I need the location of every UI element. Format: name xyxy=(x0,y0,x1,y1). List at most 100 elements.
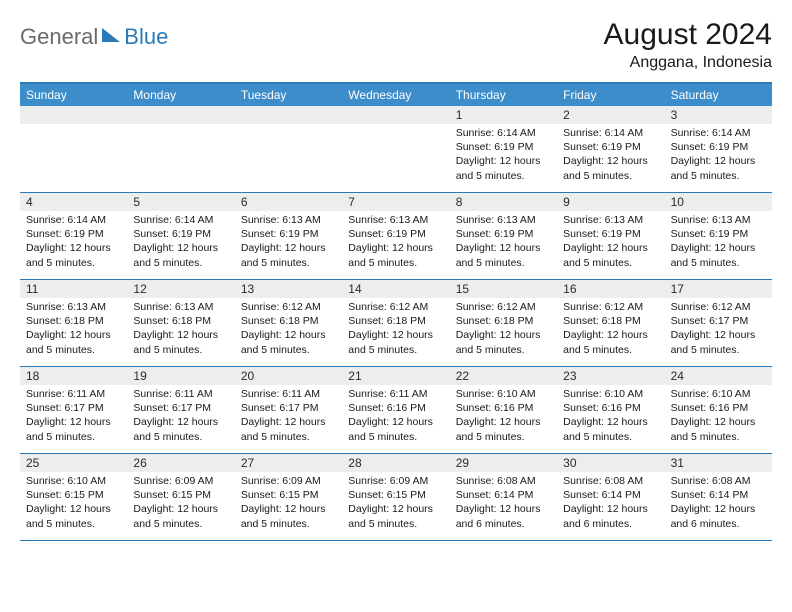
sunrise-line: Sunrise: 6:11 AM xyxy=(133,387,228,401)
cell-body: Sunrise: 6:13 AMSunset: 6:19 PMDaylight:… xyxy=(235,211,342,274)
daylight-line: Daylight: 12 hours and 5 minutes. xyxy=(26,328,121,356)
daylight-line: Daylight: 12 hours and 5 minutes. xyxy=(26,502,121,530)
day-number: 16 xyxy=(557,280,664,298)
cell-body: Sunrise: 6:08 AMSunset: 6:14 PMDaylight:… xyxy=(450,472,557,535)
day-number: 5 xyxy=(127,193,234,211)
sunset-line: Sunset: 6:15 PM xyxy=(133,488,228,502)
daylight-line: Daylight: 12 hours and 5 minutes. xyxy=(671,154,766,182)
sunrise-line: Sunrise: 6:12 AM xyxy=(563,300,658,314)
daylight-line: Daylight: 12 hours and 5 minutes. xyxy=(348,241,443,269)
day-number: 7 xyxy=(342,193,449,211)
sunrise-line: Sunrise: 6:10 AM xyxy=(671,387,766,401)
day-number: 15 xyxy=(450,280,557,298)
daylight-line: Daylight: 12 hours and 5 minutes. xyxy=(26,415,121,443)
cell-body: Sunrise: 6:12 AMSunset: 6:18 PMDaylight:… xyxy=(342,298,449,361)
calendar-cell xyxy=(235,106,342,192)
day-header: Tuesday xyxy=(235,84,342,106)
cell-body: Sunrise: 6:11 AMSunset: 6:17 PMDaylight:… xyxy=(235,385,342,448)
day-number: 19 xyxy=(127,367,234,385)
sunrise-line: Sunrise: 6:11 AM xyxy=(348,387,443,401)
daylight-line: Daylight: 12 hours and 5 minutes. xyxy=(563,328,658,356)
sunset-line: Sunset: 6:19 PM xyxy=(133,227,228,241)
sunrise-line: Sunrise: 6:13 AM xyxy=(133,300,228,314)
day-number: 11 xyxy=(20,280,127,298)
cell-body: Sunrise: 6:09 AMSunset: 6:15 PMDaylight:… xyxy=(127,472,234,535)
daylight-line: Daylight: 12 hours and 5 minutes. xyxy=(456,415,551,443)
day-number: 18 xyxy=(20,367,127,385)
calendar: SundayMondayTuesdayWednesdayThursdayFrid… xyxy=(20,82,772,541)
cell-body: Sunrise: 6:14 AMSunset: 6:19 PMDaylight:… xyxy=(127,211,234,274)
cell-body: Sunrise: 6:14 AMSunset: 6:19 PMDaylight:… xyxy=(20,211,127,274)
calendar-weeks: 1Sunrise: 6:14 AMSunset: 6:19 PMDaylight… xyxy=(20,106,772,541)
sunrise-line: Sunrise: 6:12 AM xyxy=(241,300,336,314)
daylight-line: Daylight: 12 hours and 5 minutes. xyxy=(348,328,443,356)
cell-body: Sunrise: 6:11 AMSunset: 6:17 PMDaylight:… xyxy=(20,385,127,448)
cell-body: Sunrise: 6:08 AMSunset: 6:14 PMDaylight:… xyxy=(557,472,664,535)
sunrise-line: Sunrise: 6:13 AM xyxy=(241,213,336,227)
day-number: 24 xyxy=(665,367,772,385)
calendar-week: 1Sunrise: 6:14 AMSunset: 6:19 PMDaylight… xyxy=(20,106,772,193)
sunrise-line: Sunrise: 6:13 AM xyxy=(26,300,121,314)
cell-body: Sunrise: 6:13 AMSunset: 6:19 PMDaylight:… xyxy=(665,211,772,274)
cell-body: Sunrise: 6:09 AMSunset: 6:15 PMDaylight:… xyxy=(235,472,342,535)
sunrise-line: Sunrise: 6:13 AM xyxy=(563,213,658,227)
day-number: 31 xyxy=(665,454,772,472)
day-header: Wednesday xyxy=(342,84,449,106)
sunset-line: Sunset: 6:14 PM xyxy=(456,488,551,502)
calendar-cell xyxy=(342,106,449,192)
day-header: Thursday xyxy=(450,84,557,106)
day-header: Saturday xyxy=(665,84,772,106)
sunrise-line: Sunrise: 6:08 AM xyxy=(671,474,766,488)
sunset-line: Sunset: 6:14 PM xyxy=(563,488,658,502)
calendar-cell: 31Sunrise: 6:08 AMSunset: 6:14 PMDayligh… xyxy=(665,454,772,540)
sunset-line: Sunset: 6:15 PM xyxy=(348,488,443,502)
cell-body: Sunrise: 6:14 AMSunset: 6:19 PMDaylight:… xyxy=(665,124,772,187)
logo-text-general: General xyxy=(20,24,98,50)
calendar-cell: 4Sunrise: 6:14 AMSunset: 6:19 PMDaylight… xyxy=(20,193,127,279)
daylight-line: Daylight: 12 hours and 5 minutes. xyxy=(563,415,658,443)
daylight-line: Daylight: 12 hours and 5 minutes. xyxy=(563,241,658,269)
day-number xyxy=(20,106,127,124)
sunset-line: Sunset: 6:17 PM xyxy=(671,314,766,328)
cell-body: Sunrise: 6:12 AMSunset: 6:18 PMDaylight:… xyxy=(557,298,664,361)
sunset-line: Sunset: 6:18 PM xyxy=(456,314,551,328)
day-number: 10 xyxy=(665,193,772,211)
calendar-cell: 13Sunrise: 6:12 AMSunset: 6:18 PMDayligh… xyxy=(235,280,342,366)
sunrise-line: Sunrise: 6:09 AM xyxy=(241,474,336,488)
calendar-cell: 23Sunrise: 6:10 AMSunset: 6:16 PMDayligh… xyxy=(557,367,664,453)
calendar-cell: 15Sunrise: 6:12 AMSunset: 6:18 PMDayligh… xyxy=(450,280,557,366)
cell-body: Sunrise: 6:10 AMSunset: 6:16 PMDaylight:… xyxy=(665,385,772,448)
sunset-line: Sunset: 6:16 PM xyxy=(671,401,766,415)
day-number: 2 xyxy=(557,106,664,124)
calendar-week: 4Sunrise: 6:14 AMSunset: 6:19 PMDaylight… xyxy=(20,193,772,280)
daylight-line: Daylight: 12 hours and 5 minutes. xyxy=(133,502,228,530)
daylight-line: Daylight: 12 hours and 5 minutes. xyxy=(456,154,551,182)
logo: General Blue xyxy=(20,18,168,50)
sunrise-line: Sunrise: 6:09 AM xyxy=(133,474,228,488)
cell-body: Sunrise: 6:11 AMSunset: 6:17 PMDaylight:… xyxy=(127,385,234,448)
calendar-cell: 20Sunrise: 6:11 AMSunset: 6:17 PMDayligh… xyxy=(235,367,342,453)
sunset-line: Sunset: 6:18 PM xyxy=(26,314,121,328)
cell-body: Sunrise: 6:14 AMSunset: 6:19 PMDaylight:… xyxy=(557,124,664,187)
day-number: 3 xyxy=(665,106,772,124)
cell-body: Sunrise: 6:10 AMSunset: 6:15 PMDaylight:… xyxy=(20,472,127,535)
daylight-line: Daylight: 12 hours and 6 minutes. xyxy=(456,502,551,530)
day-number: 29 xyxy=(450,454,557,472)
day-number: 13 xyxy=(235,280,342,298)
day-number: 12 xyxy=(127,280,234,298)
day-number: 23 xyxy=(557,367,664,385)
day-number: 21 xyxy=(342,367,449,385)
sunset-line: Sunset: 6:18 PM xyxy=(563,314,658,328)
sunrise-line: Sunrise: 6:09 AM xyxy=(348,474,443,488)
sunrise-line: Sunrise: 6:11 AM xyxy=(26,387,121,401)
calendar-cell: 18Sunrise: 6:11 AMSunset: 6:17 PMDayligh… xyxy=(20,367,127,453)
location: Anggana, Indonesia xyxy=(604,54,772,72)
title-block: August 2024 Anggana, Indonesia xyxy=(604,18,772,72)
daylight-line: Daylight: 12 hours and 5 minutes. xyxy=(671,328,766,356)
sunset-line: Sunset: 6:19 PM xyxy=(671,140,766,154)
calendar-cell: 12Sunrise: 6:13 AMSunset: 6:18 PMDayligh… xyxy=(127,280,234,366)
sunset-line: Sunset: 6:16 PM xyxy=(456,401,551,415)
cell-body: Sunrise: 6:12 AMSunset: 6:18 PMDaylight:… xyxy=(235,298,342,361)
calendar-week: 18Sunrise: 6:11 AMSunset: 6:17 PMDayligh… xyxy=(20,367,772,454)
day-number: 4 xyxy=(20,193,127,211)
